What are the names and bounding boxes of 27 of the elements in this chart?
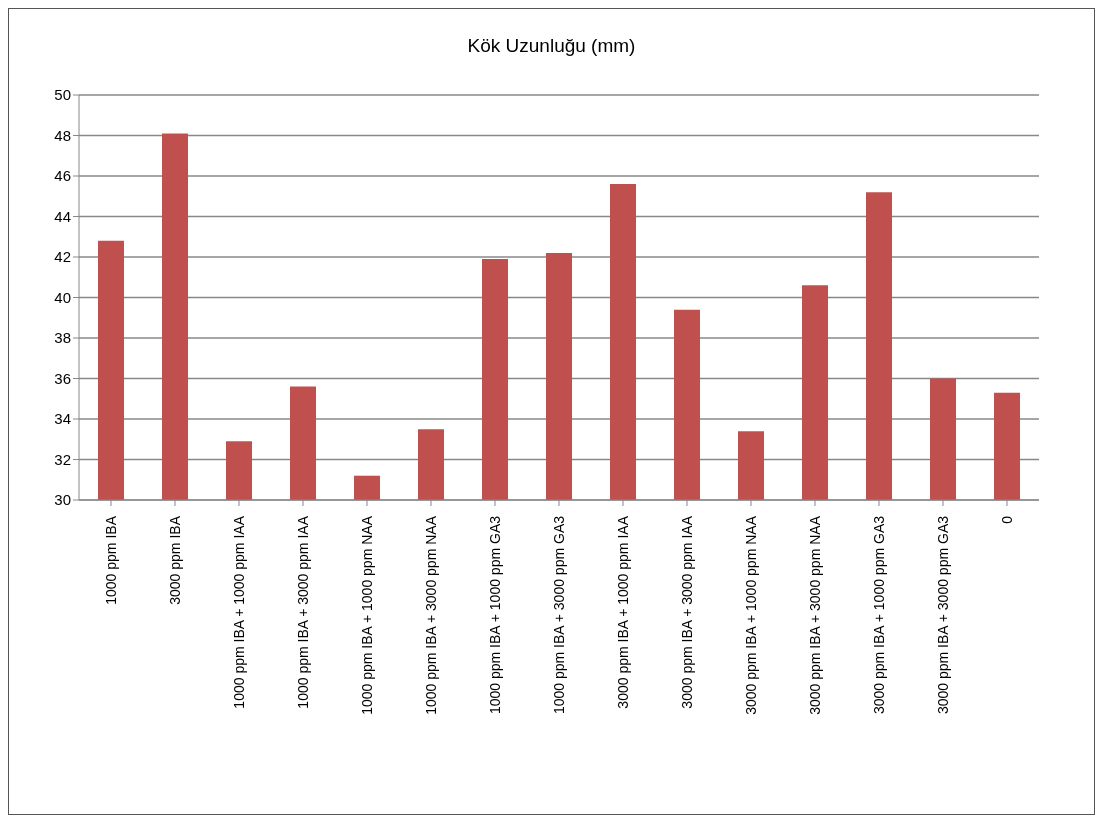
y-tick-label: 46 xyxy=(54,167,71,185)
x-tick-label: 3000 ppm IBA xyxy=(167,515,183,605)
y-tick-label: 34 xyxy=(54,410,71,428)
y-tick-label: 42 xyxy=(54,248,71,266)
y-tick-label: 38 xyxy=(54,329,71,347)
y-tick-label: 50 xyxy=(54,86,71,104)
x-tick-label: 1000 ppm IBA + 3000 ppm NAA xyxy=(423,515,439,715)
x-tick-label: 1000 ppm IBA + 1000 ppm NAA xyxy=(359,515,375,715)
x-tick-label: 1000 ppm IBA + 3000 ppm IAA xyxy=(295,515,311,709)
y-tick-label: 44 xyxy=(54,207,71,225)
x-tick-label: 3000 ppm IBA + 1000 ppm GA3 xyxy=(871,515,887,715)
x-tick-label: 1000 ppm IBA + 3000 ppm GA3 xyxy=(551,515,567,715)
x-tick-label: 1000 ppm IBA xyxy=(103,515,119,605)
x-tick-label: 3000 ppm IBA + 1000 ppm IAA xyxy=(615,515,631,709)
y-tick-label: 32 xyxy=(54,450,71,468)
y-tick-label: 40 xyxy=(54,288,71,306)
x-tick-label: 1000 ppm IBA + 1000 ppm GA3 xyxy=(487,515,503,715)
y-tick-label: 30 xyxy=(54,491,71,509)
chart-title: Kök Uzunluğu (mm) xyxy=(466,34,637,58)
y-tick-label: 36 xyxy=(54,369,71,387)
x-tick-label: 3000 ppm IBA + 1000 ppm NAA xyxy=(743,515,759,715)
x-tick-label: 1000 ppm IBA + 1000 ppm IAA xyxy=(231,515,247,709)
x-tick-label: 0 xyxy=(999,515,1015,524)
y-tick-label: 48 xyxy=(54,126,71,144)
x-tick-label: 3000 ppm IBA + 3000 ppm IAA xyxy=(679,515,695,709)
x-tick-label: 3000 ppm IBA + 3000 ppm GA3 xyxy=(935,515,951,715)
x-tick-label: 3000 ppm IBA + 3000 ppm NAA xyxy=(807,515,823,715)
